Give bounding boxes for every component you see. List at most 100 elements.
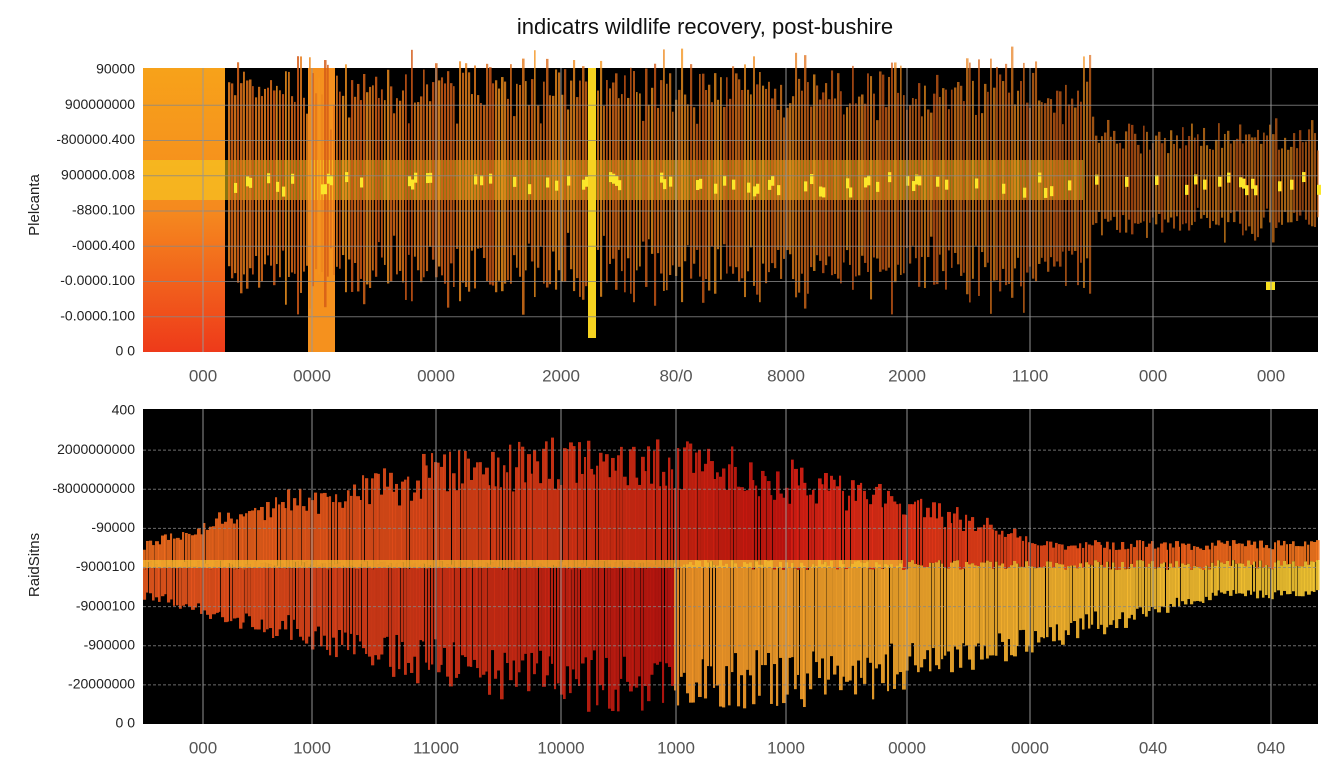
stroke bbox=[1238, 543, 1241, 564]
stroke bbox=[290, 510, 293, 569]
stroke bbox=[794, 468, 798, 569]
stroke bbox=[465, 63, 468, 287]
stroke bbox=[642, 120, 645, 242]
stroke bbox=[353, 484, 357, 569]
stroke bbox=[221, 523, 224, 561]
glow bbox=[1239, 177, 1243, 188]
stroke bbox=[602, 561, 605, 691]
y-axis-label: RaidSitns bbox=[26, 533, 43, 597]
stroke bbox=[1209, 148, 1211, 229]
stroke bbox=[504, 81, 507, 284]
stroke bbox=[428, 565, 431, 670]
glow bbox=[696, 180, 700, 191]
stroke bbox=[197, 528, 201, 562]
glow bbox=[585, 176, 589, 187]
stroke bbox=[248, 511, 251, 565]
stroke bbox=[996, 66, 998, 281]
stroke bbox=[947, 568, 951, 652]
stroke bbox=[968, 564, 972, 660]
stroke bbox=[626, 485, 630, 565]
stroke bbox=[662, 560, 665, 703]
stroke bbox=[173, 538, 176, 569]
stroke bbox=[572, 446, 576, 561]
stroke bbox=[152, 545, 155, 569]
glow bbox=[1317, 184, 1321, 195]
stroke bbox=[1160, 563, 1164, 607]
stroke bbox=[501, 77, 504, 292]
stroke bbox=[845, 568, 849, 682]
stroke bbox=[359, 499, 362, 565]
stroke bbox=[462, 72, 465, 283]
stroke bbox=[1070, 545, 1074, 566]
stroke bbox=[1122, 148, 1125, 216]
stroke bbox=[1110, 136, 1112, 221]
stroke bbox=[419, 564, 423, 641]
stroke bbox=[533, 450, 537, 561]
stroke bbox=[329, 496, 332, 564]
stroke bbox=[1236, 138, 1239, 211]
stroke bbox=[231, 83, 234, 279]
stroke bbox=[833, 567, 837, 675]
stroke bbox=[1058, 564, 1062, 641]
stroke bbox=[291, 96, 294, 273]
stroke bbox=[389, 563, 392, 667]
glow bbox=[291, 173, 295, 184]
stroke bbox=[1173, 143, 1175, 229]
stroke bbox=[1106, 561, 1109, 628]
stroke bbox=[914, 501, 917, 564]
stroke bbox=[524, 564, 527, 654]
stroke bbox=[860, 482, 863, 563]
stroke bbox=[1286, 544, 1289, 565]
stroke bbox=[917, 564, 920, 673]
stroke bbox=[1092, 116, 1095, 225]
stroke bbox=[875, 562, 878, 669]
stroke bbox=[146, 540, 149, 562]
stroke bbox=[632, 446, 636, 563]
stroke bbox=[1211, 542, 1214, 563]
stroke bbox=[803, 482, 807, 566]
stroke bbox=[269, 517, 273, 565]
stroke bbox=[380, 494, 384, 563]
glow bbox=[660, 172, 664, 183]
stroke bbox=[423, 69, 425, 278]
stroke bbox=[1007, 567, 1011, 640]
stroke bbox=[230, 518, 233, 565]
stroke bbox=[369, 86, 372, 288]
stroke bbox=[651, 87, 654, 254]
stroke bbox=[720, 77, 722, 280]
stroke bbox=[1277, 540, 1280, 561]
stroke bbox=[953, 513, 956, 561]
stroke bbox=[1214, 565, 1218, 596]
stroke bbox=[254, 561, 258, 630]
stroke bbox=[383, 468, 387, 562]
stroke bbox=[1052, 547, 1055, 568]
stroke bbox=[561, 94, 564, 282]
y-tick-label: -9000100 bbox=[76, 558, 135, 574]
stroke bbox=[557, 479, 560, 562]
stroke bbox=[515, 562, 518, 687]
stroke bbox=[762, 85, 765, 264]
y-tick-label: -8000000000 bbox=[52, 480, 135, 496]
stroke bbox=[203, 523, 206, 564]
stroke bbox=[552, 95, 555, 252]
stroke bbox=[938, 560, 941, 670]
stroke bbox=[614, 470, 617, 563]
stroke bbox=[782, 497, 786, 570]
stroke bbox=[1037, 567, 1041, 643]
stroke bbox=[656, 560, 659, 665]
stroke bbox=[260, 563, 264, 620]
stroke bbox=[1139, 560, 1142, 608]
stroke bbox=[458, 450, 461, 561]
stroke bbox=[440, 561, 443, 665]
stroke bbox=[1026, 102, 1029, 273]
stroke bbox=[1286, 564, 1290, 595]
glow bbox=[849, 187, 853, 198]
stroke bbox=[252, 86, 254, 275]
stroke bbox=[438, 80, 441, 267]
stroke bbox=[848, 495, 851, 567]
stroke bbox=[161, 560, 165, 597]
stroke bbox=[1059, 91, 1062, 267]
stroke bbox=[1079, 563, 1083, 619]
stroke bbox=[701, 566, 704, 660]
x-tick-label: 10000 bbox=[537, 738, 584, 757]
